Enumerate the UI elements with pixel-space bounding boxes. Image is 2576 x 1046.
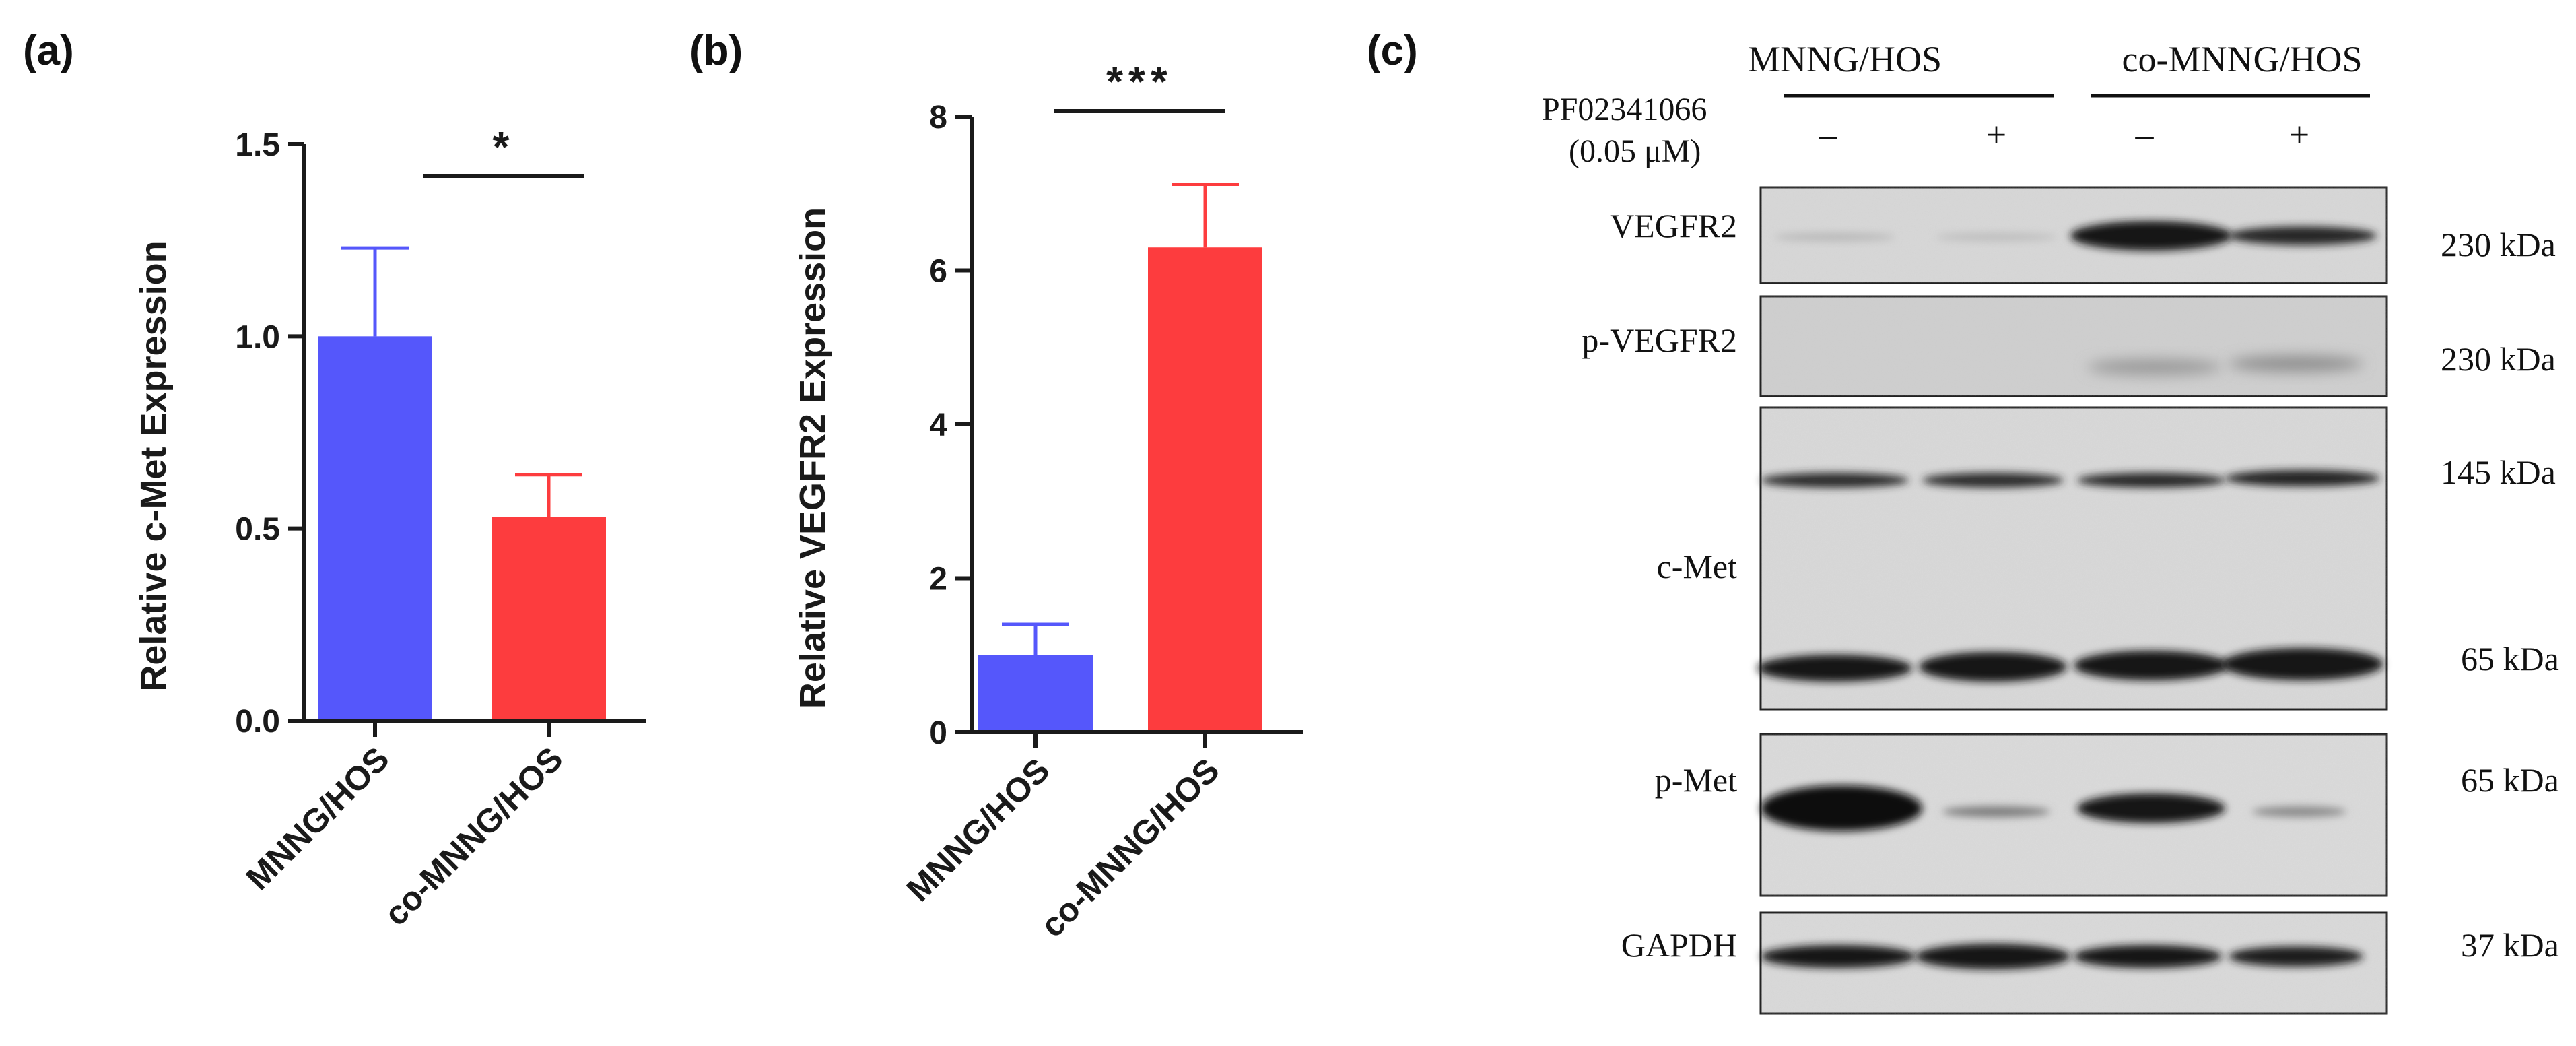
size-label-gapdh: 37 kDa bbox=[2461, 926, 2559, 964]
band bbox=[2070, 221, 2232, 251]
significance-marker: *** bbox=[1106, 57, 1173, 106]
lane-sign-4: + bbox=[2289, 115, 2309, 155]
band bbox=[1919, 652, 2067, 682]
y-tick-label: 2 bbox=[929, 562, 947, 597]
lane-sign-3: – bbox=[2135, 115, 2155, 155]
row-label-gapdh: GAPDH bbox=[1621, 926, 1737, 964]
band bbox=[1761, 785, 1922, 831]
bar-mnng-hos bbox=[978, 655, 1093, 730]
y-tick-label: 1.0 bbox=[235, 319, 280, 355]
band bbox=[2222, 648, 2383, 680]
band bbox=[2087, 359, 2222, 375]
lane-sign-1: – bbox=[1819, 115, 1838, 155]
y-axis-label: Relative c-Met Expression bbox=[133, 240, 174, 691]
blot-strip-c-met bbox=[1757, 406, 2388, 711]
blot-strip-p-vegfr2 bbox=[1759, 295, 2388, 397]
size-label-c-met-65: 65 kDa bbox=[2461, 640, 2559, 678]
size-label-p-met: 65 kDa bbox=[2461, 761, 2559, 799]
bar-mnng-hos bbox=[318, 336, 432, 719]
band bbox=[2252, 806, 2346, 817]
y-tick-label: 1.5 bbox=[235, 127, 280, 163]
chart-a: 0.00.51.01.5MNNG/HOSco-MNNG/HOSRelative … bbox=[133, 123, 646, 933]
band bbox=[2229, 946, 2363, 967]
treatment-label: PF02341066 bbox=[1542, 92, 1707, 127]
blot-strip-gapdh bbox=[1759, 911, 2388, 1015]
panel-label-c: (c) bbox=[1367, 28, 1418, 74]
size-label-c-met-145: 145 kDa bbox=[2441, 453, 2556, 491]
band bbox=[1916, 944, 2070, 969]
row-label-c-met: c-Met bbox=[1657, 548, 1737, 585]
band bbox=[1936, 233, 2057, 241]
y-tick-label: 4 bbox=[929, 407, 947, 443]
panel-label-b: (b) bbox=[689, 28, 743, 74]
blot-strip-vegfr2 bbox=[1759, 186, 2388, 284]
band bbox=[1761, 473, 1909, 488]
band bbox=[2229, 356, 2363, 372]
group-label-co-mnng: co-MNNG/HOS bbox=[2122, 39, 2363, 79]
significance-marker: * bbox=[493, 123, 515, 171]
blot-strip-p-met bbox=[1759, 733, 2388, 897]
band bbox=[2225, 470, 2380, 486]
y-tick-label: 0.5 bbox=[235, 512, 280, 548]
y-axis-label: Relative VEGFR2 Expression bbox=[792, 207, 833, 709]
bar-co-mnng-hos bbox=[492, 517, 606, 719]
band bbox=[2077, 793, 2225, 823]
size-label-p-vegfr2: 230 kDa bbox=[2441, 340, 2556, 378]
bar-co-mnng-hos bbox=[1148, 247, 1262, 731]
band bbox=[1922, 473, 2064, 488]
band bbox=[1942, 806, 2050, 817]
y-tick-label: 6 bbox=[929, 254, 947, 290]
panel-label-a: (a) bbox=[23, 28, 74, 74]
group-label-mnng: MNNG/HOS bbox=[1748, 39, 1942, 79]
y-tick-label: 8 bbox=[929, 100, 947, 135]
band bbox=[1774, 233, 1895, 241]
band bbox=[2074, 945, 2222, 968]
lane-sign-2: + bbox=[1986, 115, 2006, 155]
band bbox=[1757, 655, 1912, 682]
treatment-dose: (0.05 μM) bbox=[1569, 133, 1701, 169]
band bbox=[2074, 651, 2229, 680]
row-label-p-vegfr2: p-VEGFR2 bbox=[1582, 321, 1737, 359]
row-label-vegfr2: VEGFR2 bbox=[1610, 207, 1737, 244]
band bbox=[2229, 226, 2377, 245]
row-label-p-met: p-Met bbox=[1655, 761, 1737, 799]
size-label-vegfr2: 230 kDa bbox=[2441, 226, 2556, 263]
band bbox=[2077, 473, 2225, 488]
y-tick-label: 0.0 bbox=[235, 704, 280, 740]
band bbox=[1761, 945, 1916, 968]
y-tick-label: 0 bbox=[929, 715, 947, 751]
